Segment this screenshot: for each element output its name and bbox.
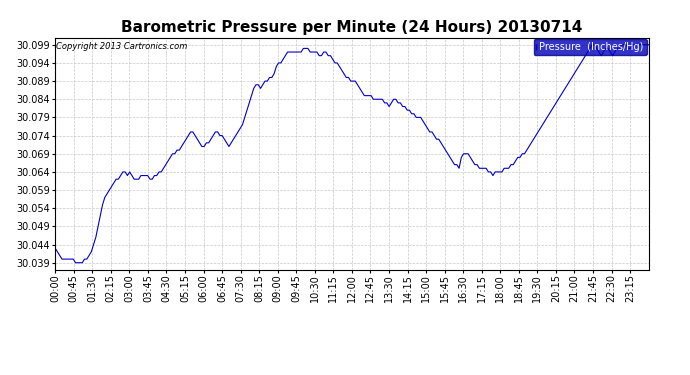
Legend: Pressure  (Inches/Hg): Pressure (Inches/Hg) [533,39,647,55]
Title: Barometric Pressure per Minute (24 Hours) 20130714: Barometric Pressure per Minute (24 Hours… [121,20,582,35]
Text: Copyright 2013 Cartronics.com: Copyright 2013 Cartronics.com [57,42,188,51]
